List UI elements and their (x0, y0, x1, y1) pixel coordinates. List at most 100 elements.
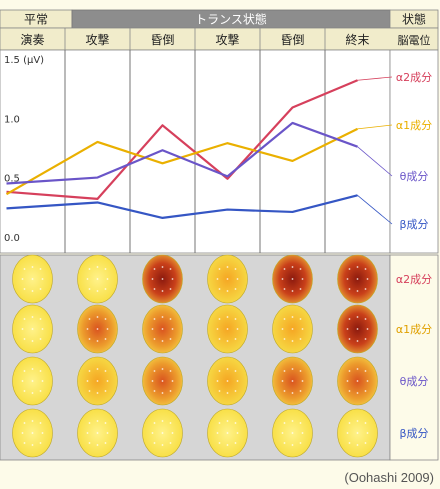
electrode-dot (161, 316, 164, 318)
electrode-dot (218, 422, 221, 424)
electrode-dot (39, 442, 42, 444)
legend-leader-line (357, 124, 393, 130)
electrode-dot (104, 338, 107, 340)
electrode-dot (236, 432, 239, 434)
electrode-dot (234, 338, 237, 340)
electrode-dot (106, 328, 109, 330)
electrode-dot (31, 278, 34, 280)
electrode-dot (236, 380, 239, 382)
series-line (6, 194, 358, 219)
electrode-dot (171, 380, 174, 382)
electrode-dot (153, 390, 156, 392)
electrode-dot (283, 390, 286, 392)
column-header: 昏倒 (150, 33, 174, 47)
y-tick-label: 0.0 (4, 233, 20, 244)
electrode-dot (364, 318, 367, 320)
series-line (6, 79, 358, 201)
electrode-dot (153, 370, 156, 372)
electrode-dot (86, 432, 89, 434)
electrode-dot (226, 368, 229, 370)
electrode-dot (39, 370, 42, 372)
electrode-dot (364, 390, 367, 392)
electrode-dot (364, 422, 367, 424)
electrode-dot (106, 380, 109, 382)
electrode-dot (218, 288, 221, 290)
electrode-dot (226, 278, 229, 280)
electrode-dot (169, 442, 172, 444)
map-row-label: α2成分 (396, 273, 432, 286)
electrode-dot (161, 444, 164, 446)
electrode-dot (41, 380, 44, 382)
electrode-dot (104, 370, 107, 372)
electrode-dot (31, 380, 34, 382)
header-normal-label: 平常 (24, 13, 48, 27)
electrode-dot (31, 368, 34, 370)
electrode-dot (356, 340, 359, 342)
electrode-dot (291, 316, 294, 318)
electrode-dot (299, 370, 302, 372)
electrode-dot (348, 390, 351, 392)
electrode-dot (169, 268, 172, 270)
electrode-dot (299, 422, 302, 424)
electrode-dot (356, 392, 359, 394)
electrode-dot (88, 288, 91, 290)
electrode-dot (366, 328, 369, 330)
electrode-dot (283, 370, 286, 372)
electrode-dot (104, 288, 107, 290)
electrode-dot (31, 290, 34, 292)
series-lines (5, 79, 358, 219)
electrode-dot (31, 420, 34, 422)
electrode-dot (88, 318, 91, 320)
electrode-dot (21, 432, 24, 434)
electrode-dot (96, 290, 99, 292)
electrode-dot (104, 442, 107, 444)
source-credit: (Oohashi 2009) (344, 470, 434, 485)
electrode-dot (104, 318, 107, 320)
electrode-dot (153, 318, 156, 320)
column-header: 攻撃 (85, 32, 109, 47)
topographic-maps (12, 254, 378, 458)
electrode-dot (41, 432, 44, 434)
electrode-dot (153, 338, 156, 340)
electrode-dot (301, 432, 304, 434)
electrode-dot (218, 318, 221, 320)
electrode-dot (151, 278, 154, 280)
electrode-dot (96, 278, 99, 280)
electrode-dot (86, 278, 89, 280)
column-header: 攻撃 (215, 32, 239, 47)
maps-panel (0, 254, 391, 461)
electrode-dot (234, 268, 237, 270)
electrode-dot (234, 422, 237, 424)
electrode-dot (169, 422, 172, 424)
electrode-dot (226, 392, 229, 394)
map-row-label: α1成分 (396, 323, 432, 336)
electrode-dot (88, 390, 91, 392)
y-tick-label: 1.0 (4, 114, 20, 125)
electrode-dot (169, 288, 172, 290)
electrode-dot (161, 278, 164, 280)
electrode-dot (364, 338, 367, 340)
electrode-dot (169, 318, 172, 320)
electrode-dot (218, 370, 221, 372)
y-tick-label: 1.5 (μV) (4, 55, 44, 66)
electrode-dot (226, 444, 229, 446)
column-header: 昏倒 (280, 33, 304, 47)
electrode-dot (291, 420, 294, 422)
electrode-dot (226, 340, 229, 342)
electrode-dot (169, 338, 172, 340)
electrode-dot (299, 268, 302, 270)
electrode-dot (226, 380, 229, 382)
electrode-dot (291, 368, 294, 370)
electrode-dot (169, 390, 172, 392)
electrode-dot (216, 328, 219, 330)
electrode-dot (364, 442, 367, 444)
electrode-dot (171, 432, 174, 434)
electrode-dot (39, 318, 42, 320)
header-trance-label: トランス状態 (195, 12, 267, 27)
electrode-dot (31, 432, 34, 434)
electrode-dot (234, 318, 237, 320)
electrode-dot (96, 266, 99, 268)
electrode-dot (226, 432, 229, 434)
electrode-dot (234, 370, 237, 372)
electrode-dot (283, 338, 286, 340)
